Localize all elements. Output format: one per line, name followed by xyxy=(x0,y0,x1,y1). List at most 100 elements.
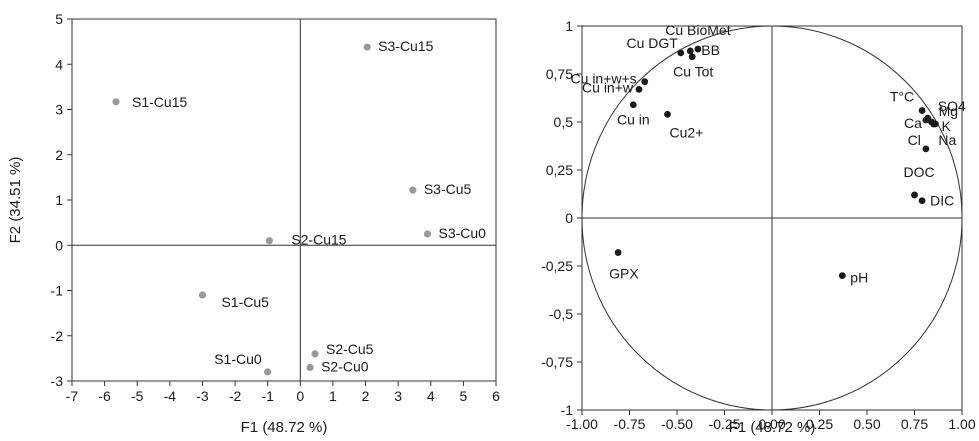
observation-label: S2-Cu15 xyxy=(291,232,346,248)
variable-point xyxy=(635,85,643,93)
variable-point xyxy=(677,49,685,57)
observation-point xyxy=(311,350,319,358)
x-tick-label: -0.50 xyxy=(661,416,693,432)
x-tick-label: 0.75 xyxy=(901,416,928,432)
x-tick-label: -0.75 xyxy=(614,416,646,432)
y-tick-label: 0,5 xyxy=(554,114,574,130)
variable-label: Cu BioMet xyxy=(665,22,730,38)
variable-label: Cu in+w+s xyxy=(571,71,637,87)
x-tick-label: 1.00 xyxy=(948,416,975,432)
x-tick-label: 4 xyxy=(427,388,435,404)
y-tick-label: -1 xyxy=(561,402,574,418)
observation-point xyxy=(198,291,207,299)
variable-label: T°C xyxy=(890,88,914,104)
x-tick-label: -7 xyxy=(66,388,79,404)
variable-point xyxy=(688,53,696,61)
variable-label: Cu2+ xyxy=(670,124,704,140)
x-tick-label: 3 xyxy=(394,388,402,404)
variable-label: Cu DGT xyxy=(626,35,678,51)
variable-point xyxy=(922,145,930,153)
x-tick-label: -1.00 xyxy=(566,416,598,432)
y-tick-label: 0,75 xyxy=(546,66,573,82)
y-tick-label: 4 xyxy=(55,56,63,72)
variable-point xyxy=(918,107,926,114)
y-axis-title: F2 (34.51 %) xyxy=(7,157,24,244)
x-tick-label: 0.50 xyxy=(853,416,880,432)
variable-point xyxy=(686,47,694,55)
y-tick-label: -0,5 xyxy=(549,306,573,322)
observations-scatter-panel: -7 -6 -5 -4 -3 -2 -1 0 1 2 3 4 5 6 -3 -2 -1 0 1 2 3 4 5 F1 (48.… xyxy=(7,11,500,436)
y-tick-label: 0,25 xyxy=(546,162,573,178)
x-tick-label: -3 xyxy=(196,388,209,404)
y-tick-label: -2 xyxy=(51,328,64,344)
y-tick-label: 5 xyxy=(55,11,63,27)
variables-correlation-circle-panel: -1.00 -0.75 -0.50 -0.25 0.00 0.25 0.50 0.75 1.00… xyxy=(541,18,976,436)
variable-label: pH xyxy=(850,270,868,286)
plot-frame xyxy=(71,18,497,382)
variable-point xyxy=(641,78,649,86)
x-axis-title: F1 (48.72 %) xyxy=(729,419,816,436)
variable-label: GPX xyxy=(609,266,639,282)
observation-label: S3-Cu5 xyxy=(424,181,472,197)
x-tick-label: -4 xyxy=(164,388,177,404)
variable-point xyxy=(629,101,637,109)
x-tick-label: -6 xyxy=(98,388,111,404)
observation-label: S1-Cu0 xyxy=(214,351,262,367)
observation-point xyxy=(306,363,314,372)
variable-label: Cu Tot xyxy=(673,64,713,80)
y-tick-label: 1 xyxy=(565,18,573,34)
y-tick-label: 1 xyxy=(55,192,63,208)
y-tick-label: -0,75 xyxy=(541,354,573,370)
variable-label: SO4 xyxy=(938,98,966,114)
x-tick-label: 5 xyxy=(459,388,467,404)
variable-label: K xyxy=(942,118,952,134)
x-tick-label: 0 xyxy=(296,388,304,404)
variable-label: DIC xyxy=(930,193,954,209)
observation-point xyxy=(423,230,432,238)
x-tick-label: 0.00 xyxy=(758,416,785,432)
observation-point xyxy=(112,98,120,106)
observation-label: S3-Cu15 xyxy=(378,38,433,54)
y-tick-label: -0,25 xyxy=(541,258,573,274)
observation-label: S1-Cu15 xyxy=(132,94,187,110)
x-axis-title: F1 (48.72 %) xyxy=(241,419,328,436)
variable-point xyxy=(932,120,939,128)
x-tick-label: 0.25 xyxy=(806,416,833,432)
variable-label: Cl xyxy=(908,132,921,148)
observation-point xyxy=(264,368,272,376)
observation-point xyxy=(409,186,417,194)
variable-point xyxy=(918,197,926,205)
y-tick-label: -1 xyxy=(51,283,64,299)
observation-point xyxy=(363,43,371,51)
variable-label: Cu in+w xyxy=(582,79,634,95)
observation-label: S3-Cu0 xyxy=(439,225,487,241)
variable-point xyxy=(664,110,671,118)
variable-point xyxy=(614,249,622,256)
variable-label: BB xyxy=(701,42,720,58)
x-tick-label: -1 xyxy=(261,388,274,404)
y-tick-label: 0 xyxy=(55,237,63,253)
variable-point xyxy=(694,45,702,53)
x-tick-label: -5 xyxy=(131,388,144,404)
y-tick-label: 0 xyxy=(565,210,573,226)
y-tick-label: 3 xyxy=(55,102,63,118)
y-tick-label: 2 xyxy=(55,147,63,163)
y-tick-label: -3 xyxy=(51,373,64,389)
observation-label: S1-Cu5 xyxy=(221,294,269,310)
variable-label: Mg xyxy=(939,103,958,119)
x-tick-label: -2 xyxy=(229,388,242,404)
x-tick-label: -0.25 xyxy=(709,416,741,432)
variable-point xyxy=(911,191,918,199)
variable-label: Na xyxy=(938,132,956,148)
variable-point xyxy=(838,272,846,279)
x-tick-label: 2 xyxy=(362,388,370,404)
variable-label: DOC xyxy=(904,164,935,180)
observation-label: S2-Cu0 xyxy=(321,358,369,374)
x-tick-label: 6 xyxy=(492,388,500,404)
variable-label: Cu in xyxy=(617,112,650,128)
x-tick-label: 1 xyxy=(329,388,337,404)
variable-point xyxy=(922,116,930,124)
variable-label: Ca xyxy=(904,115,922,131)
observation-point xyxy=(265,237,273,245)
